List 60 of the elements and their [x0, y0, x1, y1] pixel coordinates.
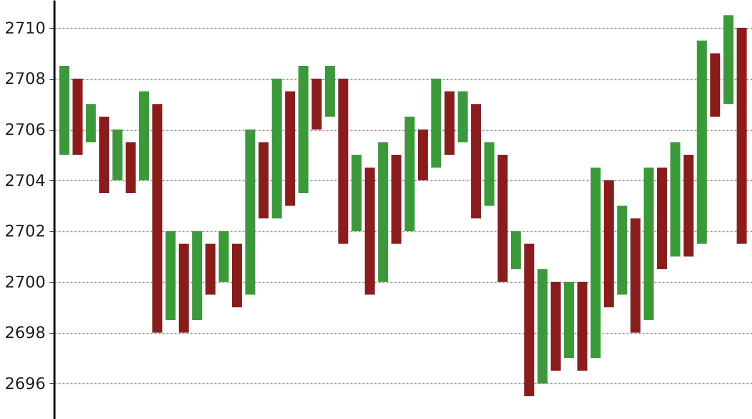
y-tick-label: 2710: [4, 18, 46, 38]
bar: [564, 282, 574, 358]
bar: [431, 78, 442, 168]
y-tick-label: 2702: [4, 222, 46, 241]
bar: [126, 142, 136, 193]
y-tick-label: 2708: [4, 69, 46, 88]
bar: [657, 168, 668, 270]
y-tick-label: 2698: [4, 323, 46, 342]
bar: [484, 142, 494, 206]
bar: [99, 116, 110, 193]
bar: [498, 154, 508, 282]
bar: [710, 53, 720, 117]
bar: [166, 231, 176, 320]
bar: [723, 15, 734, 104]
bar: [617, 206, 628, 295]
bar: [112, 130, 122, 180]
bar: [245, 130, 256, 295]
bar: [644, 168, 654, 320]
y-tick-label: 2700: [4, 272, 46, 292]
bar: [418, 130, 428, 180]
bar: [510, 231, 521, 270]
bar: [232, 244, 242, 308]
bar: [524, 244, 534, 396]
bar: [352, 154, 362, 232]
bar: [458, 91, 468, 142]
y-tick-label: 2704: [4, 170, 46, 190]
bar: [736, 28, 747, 244]
bar: [298, 66, 308, 193]
bar: [59, 66, 70, 155]
bar: [404, 116, 415, 232]
bar: [604, 180, 614, 308]
bar: [577, 282, 588, 371]
bar: [218, 231, 229, 282]
bar: [258, 142, 269, 218]
bar: [86, 104, 96, 142]
bar: [670, 142, 680, 256]
bar: [285, 91, 296, 206]
bar: [324, 66, 335, 117]
bar: [684, 154, 694, 256]
bar: [338, 78, 348, 244]
bar: [537, 269, 548, 384]
bar: [152, 104, 162, 333]
bar: [272, 78, 282, 218]
bar: [72, 78, 83, 155]
bar: [178, 244, 189, 333]
bar: [696, 40, 707, 244]
y-tick-label: 2696: [4, 374, 46, 393]
bar: [192, 231, 202, 320]
bar: [444, 91, 454, 155]
bar: [364, 168, 375, 295]
bar: [205, 244, 216, 295]
y-tick-label: 2706: [4, 120, 46, 140]
bar: [391, 154, 402, 244]
bar: [590, 168, 601, 358]
bar: [138, 91, 149, 180]
bar: [312, 78, 322, 130]
bar: [630, 218, 640, 333]
bar: [550, 282, 561, 371]
bar: [471, 104, 482, 218]
bar: [378, 142, 388, 282]
